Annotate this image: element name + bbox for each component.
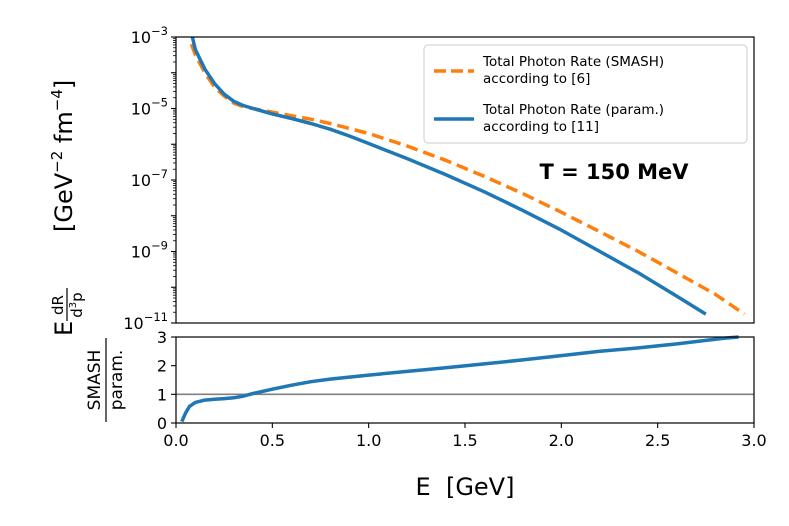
x-axis-title: E [GeV] bbox=[416, 473, 515, 501]
top-y-axis-title: E bbox=[50, 321, 78, 336]
series-line-ratio bbox=[180, 335, 739, 423]
top-y-tick-label: 10−5 bbox=[131, 96, 168, 119]
top-series-group bbox=[189, 37, 746, 316]
ylabel-units: [GeV−2 fm−4] bbox=[48, 80, 78, 232]
bottom-x-tick-label: 0.0 bbox=[163, 431, 188, 450]
legend-box bbox=[423, 44, 748, 144]
bottom-y-tick-label: 0 bbox=[157, 414, 167, 433]
bottom-y-tick-label: 2 bbox=[157, 357, 167, 376]
legend-param-line2: according to [11] bbox=[483, 119, 599, 135]
legend-smash-line1: Total Photon Rate (SMASH) bbox=[482, 54, 664, 70]
bottom-y-tick-label: 3 bbox=[157, 328, 167, 347]
bottom-x-axis: 0.0 0.5 1.0 1.5 2.0 2.5 3.0 bbox=[163, 423, 767, 450]
ylabel-prefix: E bbox=[50, 321, 78, 336]
ylabel-units-exp1: −2 bbox=[48, 151, 66, 173]
top-y-tick-label: 10−7 bbox=[131, 167, 168, 190]
bottom-x-tick-label: 0.5 bbox=[260, 431, 285, 450]
bottom-series-group bbox=[176, 335, 754, 423]
ratio-ylabel-numerator: SMASH bbox=[85, 350, 105, 411]
ylabel-frac-den-base: d bbox=[68, 308, 86, 318]
bottom-panel: 0 1 2 3 0.0 0.5 1.0 1.5 2.0 2.5 3.0 E [GeV] SMASH… bbox=[85, 328, 767, 501]
series-line-param bbox=[190, 37, 707, 316]
bottom-x-tick-label: 1.5 bbox=[452, 431, 477, 450]
top-panel: 10−3 10−5 10−7 10−9 10−11 T = 150 MeV Total … bbox=[48, 24, 755, 336]
legend-param-line1: Total Photon Rate (param.) bbox=[482, 102, 664, 118]
ylabel-frac-den: d3p bbox=[68, 292, 86, 317]
bottom-x-tick-label: 2.5 bbox=[645, 431, 670, 450]
top-y-axis: 10−3 10−5 10−7 10−9 10−11 bbox=[123, 24, 176, 333]
legend-smash-line2: according to [6] bbox=[483, 71, 590, 87]
ylabel-units-close: ] bbox=[50, 80, 78, 89]
temperature-annotation: T = 150 MeV bbox=[539, 160, 689, 184]
ratio-ylabel-denominator: param. bbox=[107, 350, 127, 411]
bottom-x-tick-label: 1.0 bbox=[356, 431, 381, 450]
ylabel-units-open: [GeV bbox=[50, 172, 78, 232]
bottom-y-axis: 0 1 2 3 bbox=[157, 328, 176, 433]
legend: Total Photon Rate (SMASH) according to [… bbox=[423, 44, 748, 144]
ylabel-units-mid: fm bbox=[50, 111, 78, 150]
bottom-x-tick-label: 2.0 bbox=[549, 431, 574, 450]
top-y-tick-label: 10−11 bbox=[123, 310, 168, 333]
top-y-tick-label: 10−3 bbox=[131, 24, 168, 47]
ylabel-units-exp2: −4 bbox=[48, 89, 66, 111]
bottom-y-tick-label: 1 bbox=[157, 385, 167, 404]
ylabel-frac-num: dR bbox=[49, 295, 67, 315]
ylabel-frac-den-tail: p bbox=[68, 292, 86, 302]
top-y-tick-label: 10−9 bbox=[131, 239, 168, 262]
bottom-x-tick-label: 3.0 bbox=[741, 431, 766, 450]
bottom-panel-frame bbox=[175, 336, 755, 424]
ylabel-frac-den-sup: 3 bbox=[68, 302, 79, 308]
